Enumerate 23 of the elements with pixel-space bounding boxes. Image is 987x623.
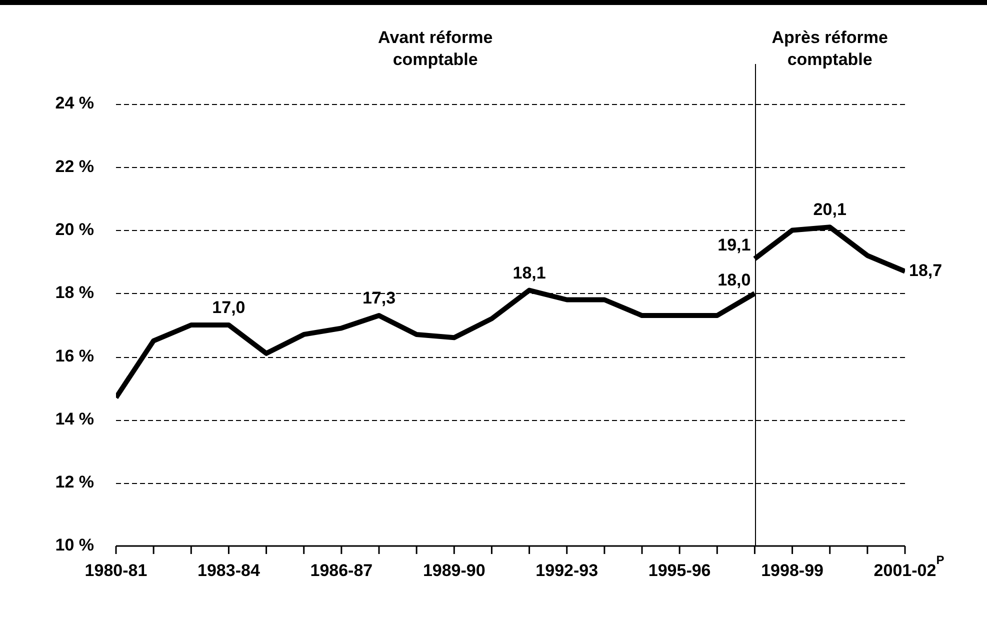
x-tick-label: 1989-90 <box>422 561 486 580</box>
x-tick-label: 1986-87 <box>310 561 373 580</box>
data-label: 20,1 <box>813 200 846 220</box>
data-label: 18,1 <box>512 263 546 282</box>
x-tick-label: 1980-81 <box>84 561 148 580</box>
y-tick-label: 12 % <box>55 472 94 492</box>
data-label: 19,1 <box>718 236 751 255</box>
y-tick-label: 10 % <box>55 536 94 555</box>
y-tick-label: 20 % <box>55 220 94 239</box>
x-tick-label: 1983-84 <box>198 561 260 580</box>
text: Après réforme comptable <box>772 28 888 69</box>
data-label: 17,0 <box>212 298 246 317</box>
x-tick-label: 1995-96 <box>648 561 711 580</box>
y-tick-label: 14 % <box>55 409 94 428</box>
y-tick-label: 18 % <box>55 283 94 302</box>
y-tick-label: 22 % <box>55 156 94 176</box>
x-tick-label: 1998-99 <box>761 561 824 580</box>
text: Avant réforme comptable <box>378 28 493 69</box>
data-label: 18,7 <box>909 261 942 280</box>
y-tick-label: 16 % <box>55 346 94 366</box>
y-tick-label: 24 % <box>55 94 94 113</box>
x-tick-label: 1992-93 <box>536 561 598 580</box>
data-label: 18,0 <box>718 270 751 290</box>
